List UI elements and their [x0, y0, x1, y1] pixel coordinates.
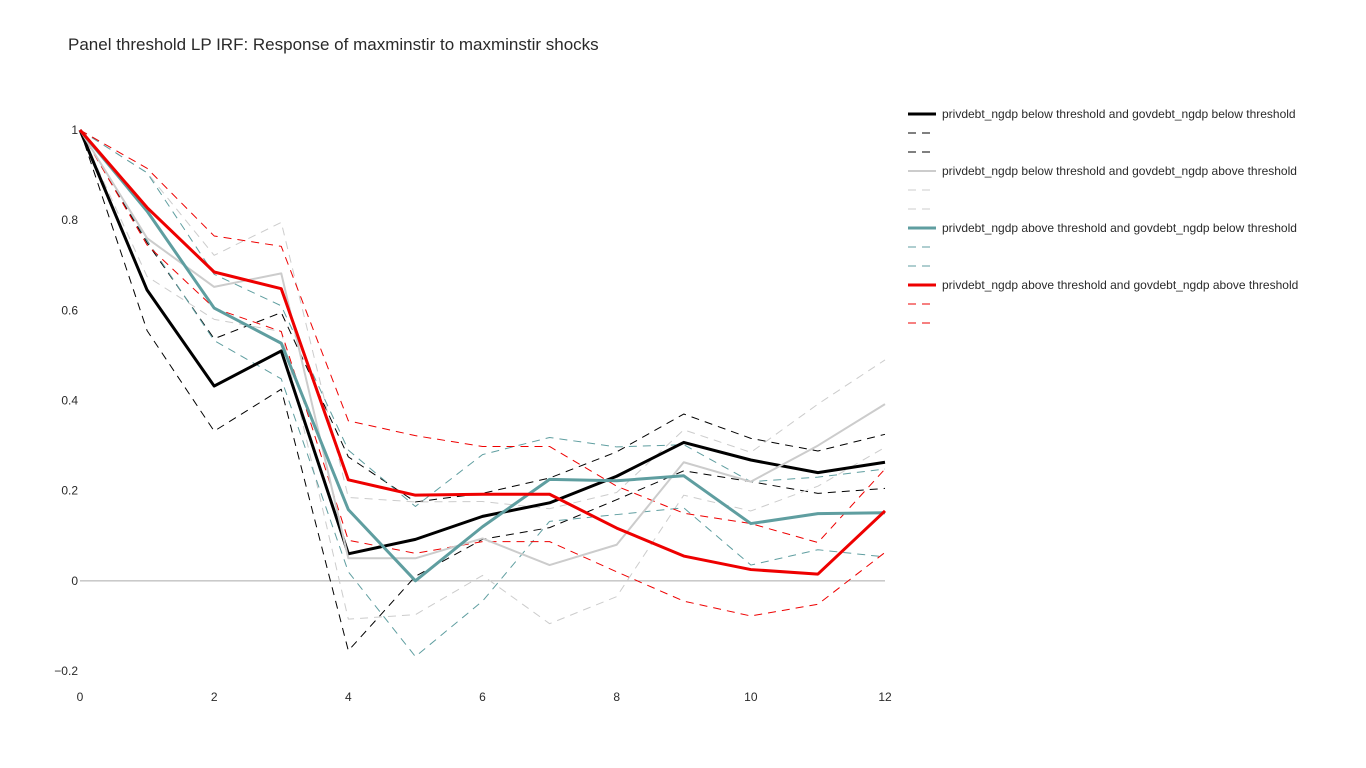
x-axis-ticks: 0 2 4 6 8 10 12 [77, 690, 892, 704]
legend-label: privdebt_ngdp above threshold and govdeb… [942, 221, 1297, 235]
confidence-band-line-1 [79, 129, 886, 503]
legend-item[interactable]: privdebt_ngdp above threshold and govdeb… [908, 278, 1298, 292]
y-tick-label: 0 [71, 574, 78, 588]
x-tick-label: 0 [77, 690, 84, 704]
x-tick-label: 10 [744, 690, 758, 704]
x-tick-label: 8 [613, 690, 620, 704]
legend-label: privdebt_ngdp below threshold and govdeb… [942, 107, 1296, 121]
x-tick-label: 4 [345, 690, 352, 704]
y-tick-label: 0.6 [61, 303, 78, 317]
series-line-0 [78, 129, 886, 556]
chart-title: Panel threshold LP IRF: Response of maxm… [68, 35, 599, 54]
y-tick-label: 0.2 [61, 484, 78, 498]
y-tick-label: 1 [71, 123, 78, 137]
legend[interactable]: privdebt_ngdp below threshold and govdeb… [908, 107, 1298, 324]
confidence-band-line-2 [79, 129, 886, 652]
y-axis-ticks: −0.2 0 0.2 0.4 0.6 0.8 1 [54, 123, 78, 678]
legend-item[interactable]: privdebt_ngdp below threshold and govdeb… [908, 164, 1297, 178]
y-tick-label: 0.8 [61, 213, 78, 227]
legend-label: privdebt_ngdp above threshold and govdeb… [942, 278, 1298, 292]
legend-item[interactable]: privdebt_ngdp above threshold and govdeb… [908, 221, 1297, 235]
series-line-3 [79, 129, 886, 567]
series-line-9 [78, 129, 887, 576]
confidence-band-line-10 [79, 129, 886, 544]
confidence-band-line-7 [79, 129, 886, 507]
series-lines [78, 129, 887, 658]
series-line-6 [78, 129, 886, 583]
x-tick-label: 2 [211, 690, 218, 704]
x-tick-label: 12 [878, 690, 892, 704]
y-tick-label: −0.2 [54, 664, 78, 678]
x-tick-label: 6 [479, 690, 486, 704]
legend-label: privdebt_ngdp below threshold and govdeb… [942, 164, 1297, 178]
confidence-band-line-8 [79, 129, 886, 658]
confidence-band-line-4 [79, 129, 886, 510]
legend-item[interactable]: privdebt_ngdp below threshold and govdeb… [908, 107, 1296, 121]
confidence-band-line-5 [79, 129, 886, 625]
confidence-band-line-11 [79, 129, 886, 617]
y-tick-label: 0.4 [61, 394, 78, 408]
